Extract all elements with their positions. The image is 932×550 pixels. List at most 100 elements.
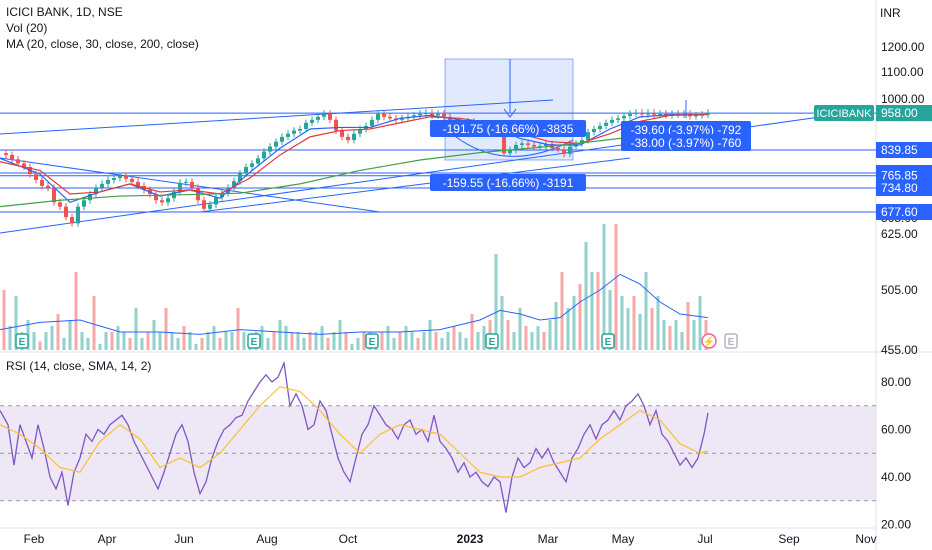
candle-body bbox=[94, 187, 98, 195]
candle-body bbox=[610, 119, 614, 123]
ma-indicator-label[interactable]: MA (20, close, 30, close, 200, close) bbox=[6, 37, 199, 51]
volume-bar bbox=[50, 326, 54, 350]
svg-text:958.00: 958.00 bbox=[881, 106, 918, 120]
candle-body bbox=[370, 119, 374, 126]
price-tick-label: 1200.00 bbox=[881, 40, 925, 54]
candle-body bbox=[286, 133, 290, 137]
candle-body bbox=[106, 179, 110, 184]
svg-text:-39.60 (-3.97%) -792: -39.60 (-3.97%) -792 bbox=[631, 123, 742, 137]
svg-text:-159.55 (-16.66%) -3191: -159.55 (-16.66%) -3191 bbox=[443, 176, 574, 190]
trend-line bbox=[0, 99, 554, 135]
currency-label[interactable]: INR bbox=[880, 6, 901, 20]
candle-body bbox=[292, 130, 296, 134]
volume-bar bbox=[470, 314, 474, 350]
volume-bar bbox=[272, 332, 276, 350]
volume-bar bbox=[518, 308, 522, 350]
svg-text:677.60: 677.60 bbox=[881, 205, 918, 219]
candle-body bbox=[628, 113, 632, 116]
earnings-marker[interactable]: E bbox=[601, 333, 615, 349]
candle-body bbox=[220, 193, 224, 198]
volume-bar bbox=[68, 320, 72, 350]
volume-bar bbox=[38, 341, 42, 350]
svg-text:765.85: 765.85 bbox=[881, 169, 918, 183]
candle-body bbox=[352, 133, 356, 141]
volume-bar bbox=[614, 224, 618, 350]
earnings-marker[interactable]: ⚡ bbox=[701, 333, 717, 349]
volume-bar bbox=[398, 332, 402, 350]
rsi-indicator-label[interactable]: RSI (14, close, SMA, 14, 2) bbox=[6, 359, 152, 373]
volume-bar bbox=[164, 308, 168, 350]
volume-bar bbox=[692, 320, 696, 350]
volume-bar bbox=[242, 332, 246, 350]
candle-body bbox=[538, 145, 542, 147]
volume-bar bbox=[392, 338, 396, 350]
candle-body bbox=[532, 144, 536, 147]
candle-body bbox=[298, 128, 302, 131]
candle-body bbox=[388, 116, 392, 119]
volume-bar bbox=[308, 332, 312, 350]
earnings-marker[interactable]: E bbox=[365, 333, 379, 349]
time-tick-label: Jul bbox=[697, 532, 712, 546]
volume-bar bbox=[182, 326, 186, 350]
volume-bar bbox=[542, 332, 546, 350]
price-level-tag: 677.60 bbox=[876, 204, 932, 220]
candle-body bbox=[10, 154, 14, 160]
earnings-marker[interactable]: E bbox=[247, 333, 261, 349]
svg-text:E: E bbox=[251, 337, 258, 348]
moving-average-line bbox=[0, 129, 709, 208]
volume-bar bbox=[56, 314, 60, 350]
volume-bar bbox=[332, 332, 336, 350]
candle-body bbox=[70, 217, 74, 224]
measure-label[interactable]: -159.55 (-16.66%) -3191 bbox=[430, 174, 586, 191]
candle-body bbox=[130, 178, 134, 182]
volume-bar bbox=[590, 272, 594, 350]
candle-body bbox=[502, 132, 506, 154]
candle-body bbox=[100, 183, 104, 188]
volume-bar bbox=[494, 254, 498, 350]
symbol-title[interactable]: ICICI BANK, 1D, NSE bbox=[6, 5, 123, 19]
volume-bar bbox=[344, 332, 348, 350]
volume-bar bbox=[212, 326, 216, 350]
candle-body bbox=[316, 116, 320, 120]
trend-line bbox=[199, 157, 631, 213]
earnings-marker[interactable]: E bbox=[724, 333, 738, 349]
candle-body bbox=[640, 113, 644, 115]
candle-body bbox=[358, 128, 362, 134]
svg-text:ICICIBANK: ICICIBANK bbox=[816, 108, 872, 120]
volume-bar bbox=[386, 326, 390, 350]
volume-bar bbox=[476, 332, 480, 350]
volume-bar bbox=[218, 338, 222, 350]
volume-indicator-label[interactable]: Vol (20) bbox=[6, 21, 48, 35]
volume-bar bbox=[92, 296, 96, 350]
earnings-marker[interactable]: E bbox=[485, 333, 499, 349]
price-tick-label: 1100.00 bbox=[881, 65, 924, 79]
volume-bar bbox=[104, 332, 108, 350]
volume-bar bbox=[32, 332, 36, 350]
candle-body bbox=[256, 158, 260, 164]
volume-bar bbox=[350, 344, 354, 350]
measure-label[interactable]: -39.60 (-3.97%) -792 bbox=[621, 121, 751, 138]
volume-bar bbox=[128, 338, 132, 350]
price-level-tag: 839.85 bbox=[876, 142, 932, 158]
volume-bar bbox=[566, 308, 570, 350]
volume-bar bbox=[260, 326, 264, 350]
candle-body bbox=[274, 141, 278, 147]
measure-label[interactable]: -38.00 (-3.97%) -760 bbox=[621, 134, 751, 151]
measure-label[interactable]: -191.75 (-16.66%) -3835 bbox=[430, 120, 586, 137]
volume-bar bbox=[44, 332, 48, 350]
volume-bar bbox=[224, 332, 228, 350]
volume-bar bbox=[656, 296, 660, 350]
volume-bar bbox=[482, 326, 486, 350]
candle-body bbox=[304, 122, 308, 129]
volume-bar bbox=[620, 296, 624, 350]
volume-bar bbox=[638, 314, 642, 350]
earnings-marker[interactable]: E bbox=[15, 333, 29, 349]
candle-body bbox=[244, 166, 248, 174]
volume-bar bbox=[584, 242, 588, 350]
candle-body bbox=[58, 202, 62, 207]
candle-body bbox=[598, 125, 602, 129]
volume-bar bbox=[200, 338, 204, 350]
candle-body bbox=[268, 146, 272, 152]
